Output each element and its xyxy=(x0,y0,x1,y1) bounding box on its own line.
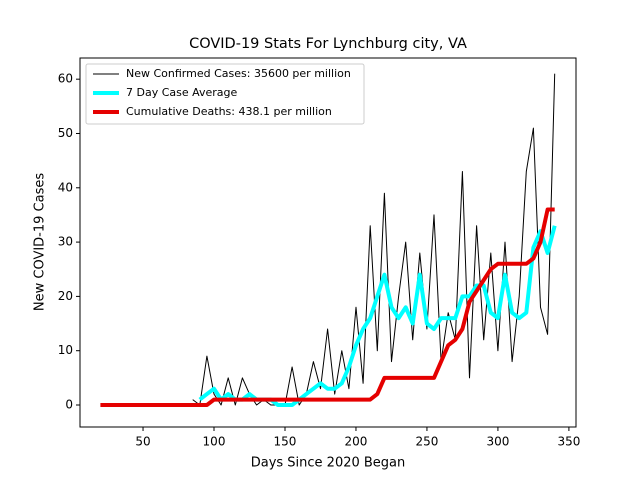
x-tick-label: 350 xyxy=(557,435,580,449)
x-tick-label: 150 xyxy=(274,435,297,449)
legend-label: New Confirmed Cases: 35600 per million xyxy=(126,67,351,80)
y-tick-label: 50 xyxy=(58,126,73,140)
x-axis-label: Days Since 2020 Began xyxy=(251,456,406,471)
y-tick-label: 40 xyxy=(58,180,73,194)
legend-box xyxy=(85,63,365,125)
x-tick-label: 50 xyxy=(135,435,150,449)
chart-title: COVID-19 Stats For Lynchburg city, VA xyxy=(189,36,467,52)
x-tick-label: 300 xyxy=(486,435,509,449)
y-tick-label: 30 xyxy=(58,235,73,249)
x-tick-label: 100 xyxy=(203,435,226,449)
y-tick-label: 60 xyxy=(58,72,73,86)
y-tick-label: 20 xyxy=(58,289,73,303)
x-tick-label: 250 xyxy=(415,435,438,449)
y-tick-label: 0 xyxy=(65,398,73,412)
x-tick-label: 200 xyxy=(345,435,368,449)
plot-frame xyxy=(79,57,577,428)
legend-label: 7 Day Case Average xyxy=(126,86,238,99)
legend-label: Cumulative Deaths: 438.1 per million xyxy=(126,105,332,118)
series-line xyxy=(100,207,555,407)
series-line xyxy=(198,225,557,407)
y-axis-label: New COVID-19 Cases xyxy=(33,173,48,311)
y-tick-label: 10 xyxy=(58,343,73,357)
